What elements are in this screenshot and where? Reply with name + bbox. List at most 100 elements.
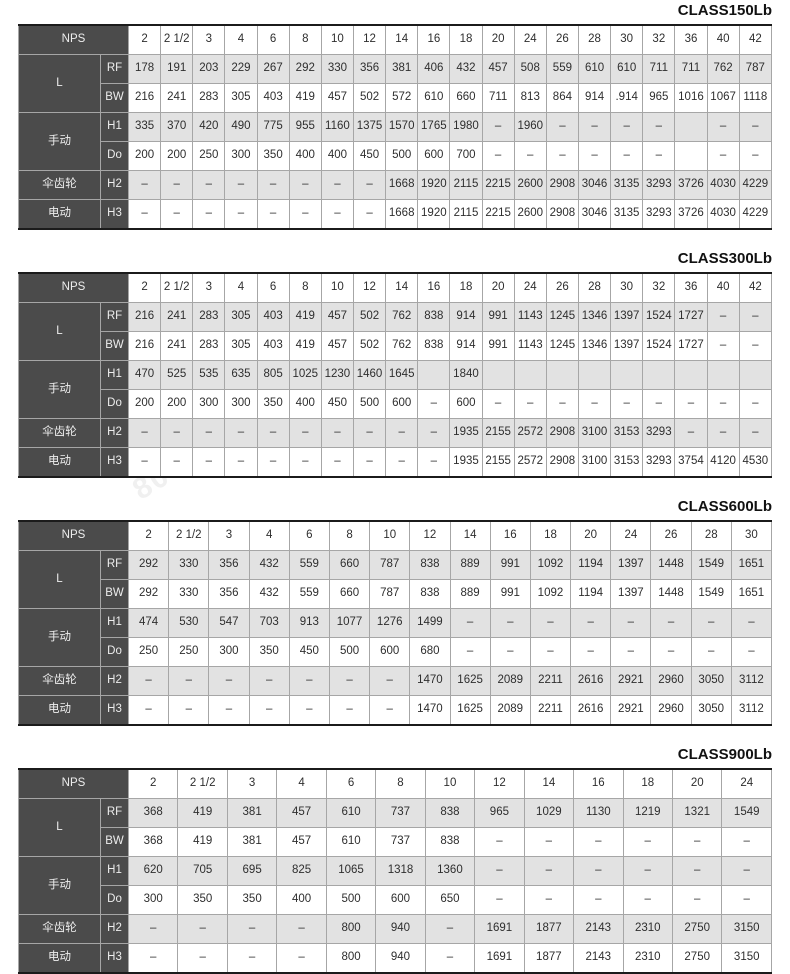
- value-cell: 700: [449, 141, 483, 171]
- group-label-cell: 伞齿轮: [18, 666, 101, 696]
- dimension-table-class600: NPS 2 2 1/2 3 4 6 8 10 12 14 16 18 20 24 26 28 30 L RF 292 3…: [18, 520, 773, 726]
- nps-size-cell: 6: [256, 272, 290, 303]
- nps-corner-label: NPS: [18, 520, 129, 551]
- value-cell: 1065: [325, 856, 377, 886]
- value-cell: 216: [127, 302, 162, 332]
- value-cell: 1549: [690, 579, 732, 609]
- value-cell: 610: [610, 54, 644, 84]
- value-cell: –: [288, 695, 330, 726]
- nps-size-cell: 40: [706, 24, 740, 55]
- value-cell: 241: [160, 302, 194, 332]
- value-cell: –: [127, 199, 162, 230]
- data-row-h3: 电动 H3– – – –800 940–1691 1877 2143 2310 2750 3150: [18, 943, 772, 974]
- value-cell: 419: [177, 798, 228, 828]
- group-label-cell: 手动: [18, 112, 101, 171]
- value-cell: 1245: [545, 302, 579, 332]
- value-cell: 1877: [523, 943, 575, 974]
- value-cell: –: [328, 666, 371, 696]
- nps-size-cell: 10: [320, 272, 354, 303]
- value-cell: 1397: [610, 550, 652, 580]
- nps-size-cell: 26: [545, 272, 579, 303]
- sub-label-cell: Do: [100, 141, 129, 171]
- value-cell: –: [489, 608, 531, 638]
- value-cell: 3150: [721, 943, 772, 974]
- value-cell: –: [706, 112, 740, 142]
- value-cell: 600: [369, 637, 411, 667]
- value-cell: 2908: [545, 447, 579, 478]
- nps-size-cell: 32: [642, 24, 676, 55]
- nps-size-cell: 12: [352, 24, 387, 55]
- value-cell: 3293: [642, 170, 676, 200]
- value-cell: 1321: [671, 798, 723, 828]
- nps-header-row: NPS 2 2 1/2 3 4 6 8 10 12 14 16 18 20 24: [18, 768, 772, 799]
- value-cell: –: [642, 389, 676, 419]
- value-cell: –: [352, 447, 387, 478]
- value-cell: 610: [325, 827, 377, 857]
- value-cell: –: [610, 637, 652, 667]
- value-cell: –: [224, 418, 258, 448]
- value-cell: 1194: [570, 579, 612, 609]
- value-cell: 838: [409, 550, 451, 580]
- value-cell: 610: [417, 83, 451, 113]
- value-cell: –: [276, 943, 327, 974]
- group-label-cell: L: [18, 550, 101, 609]
- value-cell: 1499: [409, 608, 451, 638]
- value-cell: 1651: [730, 550, 773, 580]
- value-cell: 1840: [449, 360, 483, 390]
- value-cell: 216: [127, 83, 162, 113]
- value-cell: –: [385, 418, 419, 448]
- data-row-h2: 伞齿轮 H2– – – – – – – – – –1935 2155 2572 2908 3100 3153 3…: [18, 418, 773, 448]
- value-cell: –: [545, 141, 579, 171]
- value-cell: 1877: [523, 914, 575, 944]
- value-cell: 600: [385, 389, 419, 419]
- value-cell: –: [288, 170, 322, 200]
- value-cell: 1448: [650, 550, 692, 580]
- value-cell: 305: [224, 331, 258, 361]
- group-label-cell: L: [18, 302, 101, 361]
- nps-size-cell: 14: [385, 24, 419, 55]
- value-cell: 3050: [690, 666, 732, 696]
- value-cell: –: [168, 695, 210, 726]
- value-cell: –: [417, 447, 451, 478]
- value-cell: 3293: [642, 447, 676, 478]
- value-cell: –: [369, 666, 411, 696]
- value-cell: 600: [449, 389, 483, 419]
- value-cell: 1668: [385, 170, 419, 200]
- value-cell: 620: [127, 856, 179, 886]
- value-cell: 711: [481, 83, 515, 113]
- value-cell: 1920: [417, 170, 451, 200]
- value-cell: 737: [375, 827, 426, 857]
- value-cell: 2616: [570, 666, 612, 696]
- nps-size-cell: 42: [738, 272, 773, 303]
- data-row-rf: L RF 292 330 356 432 559 660 787 838 889 991 1092 119…: [18, 550, 773, 609]
- value-cell: 356: [352, 54, 387, 84]
- value-cell: 805: [256, 360, 290, 390]
- nps-size-cell: 10: [369, 520, 411, 551]
- value-cell: 216: [127, 331, 162, 361]
- value-cell: –: [690, 637, 732, 667]
- data-row-bw: BW 216 241 283 305 403 419 457 502 762 838 914 991 11…: [19, 331, 773, 361]
- value-cell: 3293: [642, 418, 676, 448]
- value-cell: 838: [424, 827, 476, 857]
- class900-section: CLASS900Lb NPS 2 2 1/2 3 4 6 8 10 12 14 16 18 20 24 L R…: [18, 746, 772, 974]
- nps-size-cell: 8: [328, 520, 371, 551]
- value-cell: –: [248, 666, 290, 696]
- dimension-table-class300: NPS 2 2 1/2 3 4 6 8 10 12 14 16 18 20 24 26 28 30 32 36 40 4…: [18, 272, 773, 478]
- value-cell: 1549: [721, 798, 772, 828]
- value-cell: 737: [375, 798, 426, 828]
- value-cell: [674, 112, 708, 142]
- value-cell: [706, 360, 740, 390]
- value-cell: –: [256, 447, 290, 478]
- value-cell: 283: [192, 83, 226, 113]
- data-row-do: Do 200 200 250 300 350 400 400 450 500 600 700– – – – –…: [19, 141, 773, 171]
- data-row-h1: 手动 H1 470 525 535 635 805 1025 1230 1460 1645 1840: [18, 360, 773, 419]
- value-cell: [674, 360, 708, 390]
- value-cell: –: [474, 856, 525, 886]
- value-cell: 991: [481, 331, 515, 361]
- nps-corner-label: NPS: [18, 272, 129, 303]
- value-cell: 1460: [352, 360, 387, 390]
- value-cell: 406: [417, 54, 451, 84]
- nps-size-cell: 8: [288, 24, 322, 55]
- value-cell: 419: [288, 302, 322, 332]
- value-cell: –: [224, 199, 258, 230]
